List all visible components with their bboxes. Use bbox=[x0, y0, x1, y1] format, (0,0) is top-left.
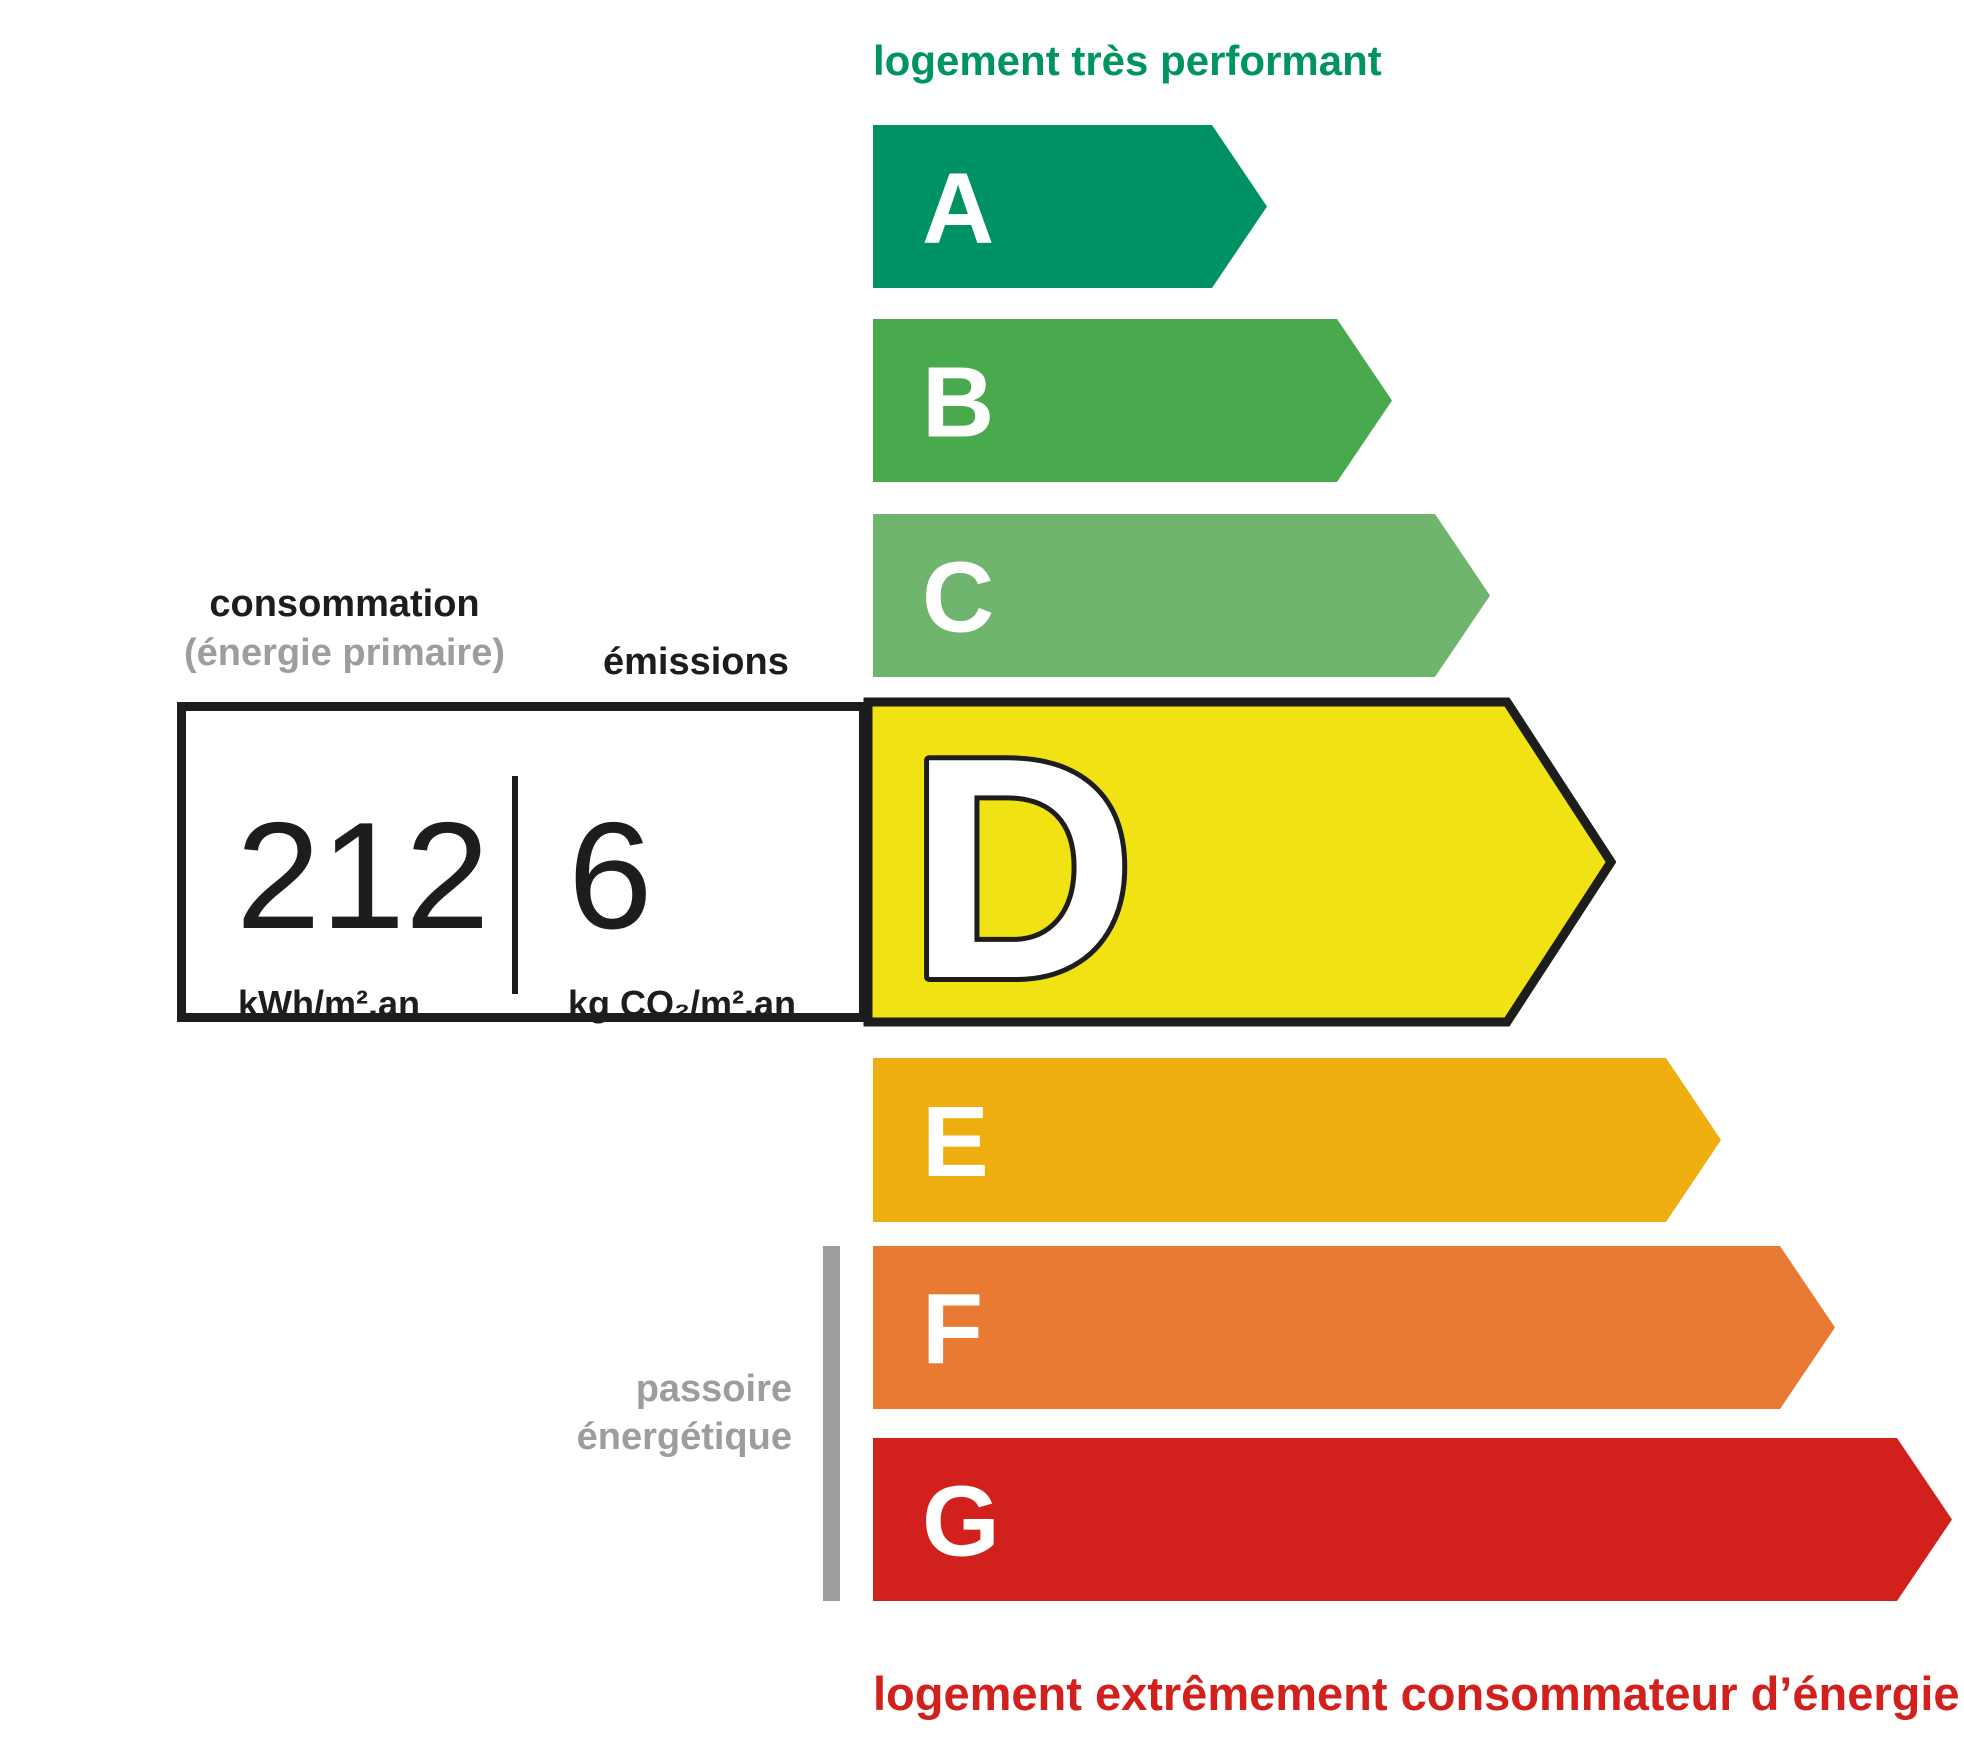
emissions-value: 6 bbox=[568, 791, 653, 961]
value-divider bbox=[512, 776, 518, 994]
energy-bar-shape-D bbox=[863, 697, 1616, 1027]
energy-bar-letter-G: G bbox=[922, 1466, 1000, 1578]
emissions-unit: kg CO₂/m².an bbox=[568, 983, 797, 1024]
top-performance-label: logement très performant bbox=[873, 37, 1382, 84]
energy-bar-F: F bbox=[873, 1246, 1835, 1409]
energy-bar-letter-B: B bbox=[922, 347, 994, 459]
energy-bar-A: A bbox=[873, 125, 1267, 288]
consumption-header: consommation (énergie primaire) bbox=[162, 580, 527, 677]
energy-bar-B: B bbox=[873, 319, 1392, 482]
energy-sieve-line2: énergétique bbox=[576, 1415, 792, 1458]
energy-bar-letter-A: A bbox=[922, 153, 994, 265]
consumption-value: 212 bbox=[236, 791, 490, 961]
energy-bar-shape-G bbox=[873, 1438, 1952, 1601]
energy-bar-shape-B bbox=[873, 319, 1392, 482]
energy-bar-C: C bbox=[873, 514, 1490, 677]
energy-bar-E: E bbox=[873, 1058, 1721, 1222]
consumption-label: consommation bbox=[209, 583, 480, 625]
energy-bar-shape-A bbox=[873, 125, 1267, 288]
energy-bar-G: G bbox=[873, 1438, 1952, 1601]
energy-bar-letter-E: E bbox=[922, 1086, 989, 1198]
consumption-sublabel: (énergie primaire) bbox=[184, 631, 505, 674]
energy-bar-shape-F bbox=[873, 1246, 1835, 1409]
energy-sieve-line1: passoire bbox=[635, 1368, 792, 1410]
emissions-label: émissions bbox=[603, 641, 789, 683]
energy-sieve-label: passoire énergétique bbox=[470, 1366, 792, 1462]
value-box bbox=[177, 702, 868, 1022]
energy-bar-shape-E bbox=[873, 1058, 1721, 1222]
energy-sieve-bracket bbox=[823, 1246, 840, 1601]
energy-bar-D-current: D bbox=[863, 697, 1616, 1027]
energy-bar-shape-C bbox=[873, 514, 1490, 677]
energy-bar-letter-C: C bbox=[922, 542, 994, 654]
consumption-unit: kWh/m².an bbox=[238, 983, 421, 1024]
energy-bar-letter-D: D bbox=[908, 697, 1135, 1027]
energy-bar-letter-F: F bbox=[922, 1274, 983, 1386]
bottom-consumption-label: logement extrêmement consommateur d’éner… bbox=[873, 1667, 1960, 1720]
